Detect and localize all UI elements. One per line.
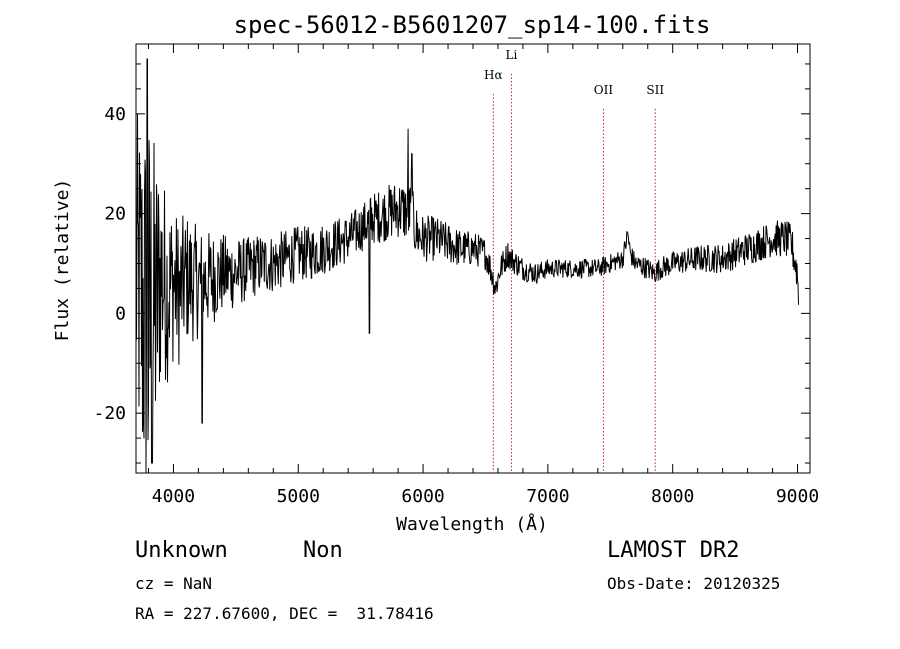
line-marker-label: Hα <box>484 68 503 82</box>
line-marker-label: OII <box>594 83 614 97</box>
line-marker-label: Li <box>506 48 518 62</box>
line-marker-label: SII <box>646 83 664 97</box>
object-class: Unknown <box>135 538 228 563</box>
y-axis-label: Flux (relative) <box>52 179 73 342</box>
x-tick-label: 7000 <box>526 486 569 507</box>
x-tick-label: 9000 <box>776 486 819 507</box>
coordinates-text: RA = 227.67600, DEC = 31.78416 <box>135 604 434 623</box>
y-tick-label: -20 <box>93 403 126 424</box>
spectrum-line <box>135 58 799 474</box>
x-tick-label: 6000 <box>401 486 444 507</box>
y-tick-label: 0 <box>115 303 126 324</box>
survey-name: LAMOST DR2 <box>607 538 740 563</box>
chart-title: spec-56012-B5601207_sp14-100.fits <box>234 11 711 39</box>
x-tick-label: 8000 <box>651 486 694 507</box>
x-tick-label: 4000 <box>152 486 195 507</box>
axis-tick-labels: 4000 5000 6000 7000 8000 9000 -20 0 20 40 <box>93 104 819 507</box>
y-tick-label: 20 <box>104 204 126 225</box>
x-axis-label: Wavelength (Å) <box>396 513 548 535</box>
x-tick-label: 5000 <box>277 486 320 507</box>
redshift-text: cz = NaN <box>135 574 213 593</box>
object-subclass: Non <box>303 538 343 563</box>
obs-date-text: Obs-Date: 20120325 <box>607 574 781 593</box>
y-tick-label: 40 <box>104 104 126 125</box>
